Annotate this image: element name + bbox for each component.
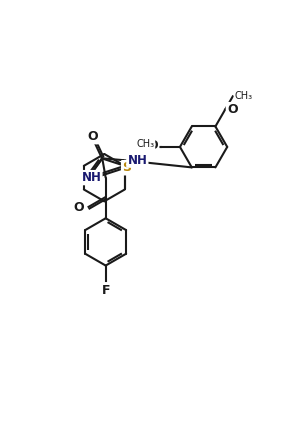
- Text: CH₃: CH₃: [235, 91, 253, 101]
- Text: O: O: [148, 138, 158, 151]
- Text: O: O: [227, 103, 238, 116]
- Text: S: S: [122, 161, 131, 174]
- Text: NH: NH: [127, 154, 147, 167]
- Text: O: O: [88, 130, 99, 143]
- Text: F: F: [102, 284, 110, 297]
- Text: CH₃: CH₃: [136, 138, 154, 149]
- Text: O: O: [74, 201, 84, 214]
- Text: NH: NH: [81, 171, 101, 184]
